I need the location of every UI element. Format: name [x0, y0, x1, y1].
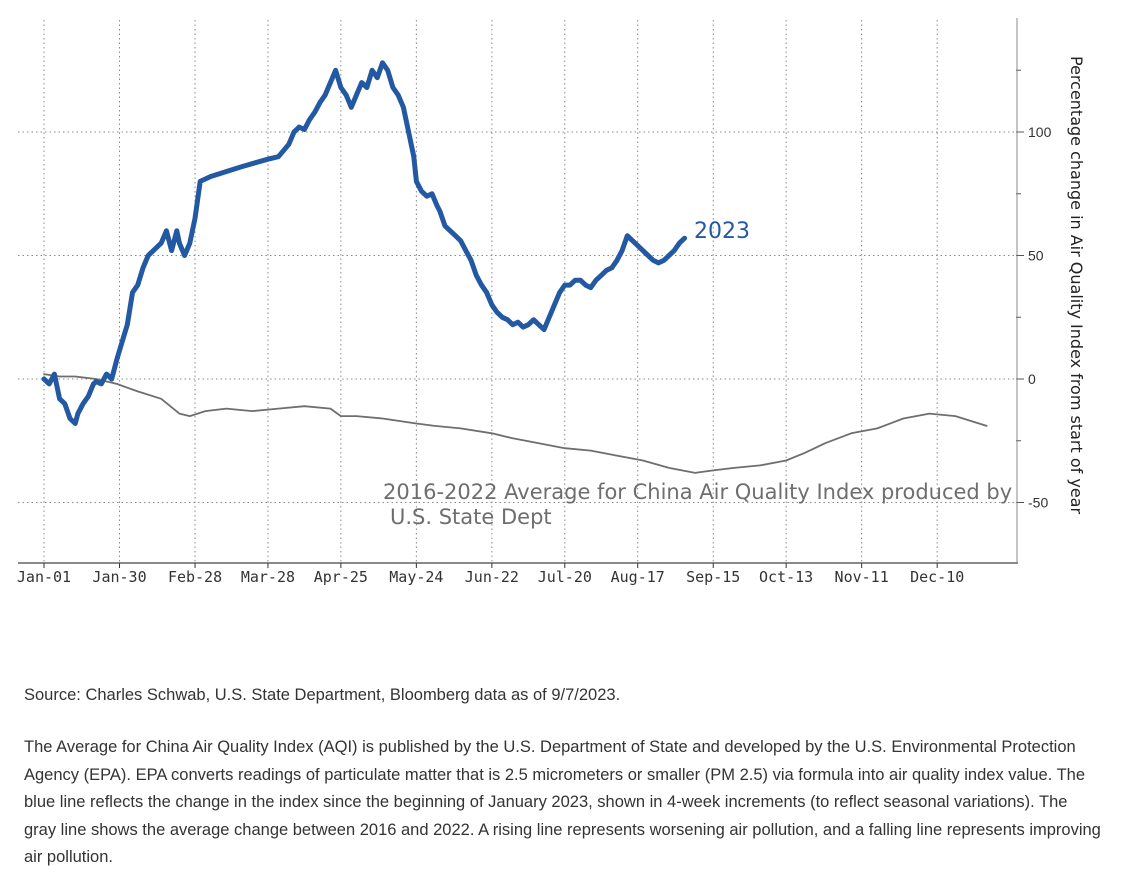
- x-tick-label: Sep-15: [686, 568, 740, 586]
- average-series: [43, 373, 988, 474]
- y-tick-label: 50: [1028, 248, 1044, 264]
- x-tick-label: Jul-20: [538, 568, 592, 586]
- series-label-average-line1: 2016-2022 Average for China Air Quality …: [383, 480, 1012, 504]
- x-tick-label: Feb-28: [168, 568, 222, 586]
- y-tick-label: 0: [1028, 371, 1036, 387]
- x-tick-label: Oct-13: [759, 568, 813, 586]
- x-tick-label: Mar-28: [241, 568, 295, 586]
- y-axis-label: Percentage change in Air Quality Index f…: [1067, 56, 1086, 514]
- y-tick-label: 100: [1028, 124, 1052, 140]
- x-tick-label: Jun-22: [465, 568, 519, 586]
- x-tick-label: May-24: [389, 568, 443, 586]
- x-tick-label: Jan-30: [92, 568, 146, 586]
- x-tick-label: Jan-01: [17, 568, 71, 586]
- y-tick-label: -50: [1028, 495, 1048, 511]
- x-tick-label: Nov-11: [835, 568, 889, 586]
- series-label-2023: 2023: [694, 219, 750, 244]
- description-caption: The Average for China Air Quality Index …: [24, 738, 1101, 866]
- x-tick-label: Aug-17: [611, 568, 665, 586]
- series-label-average-line2: U.S. State Dept: [390, 505, 552, 529]
- air-quality-chart: Jan-01 Jan-30 Feb-28 Mar-28 Apr-25 May-24 Jun-…: [17, 18, 1086, 586]
- grid: [18, 20, 1016, 563]
- line-2023: [41, 60, 688, 426]
- axes: Jan-01 Jan-30 Feb-28 Mar-28 Apr-25 May-24 Jun-…: [17, 18, 1052, 586]
- x-tick-label: Apr-25: [314, 568, 368, 586]
- source-caption: Source: Charles Schwab, U.S. State Depar…: [24, 686, 621, 704]
- x-tick-label: Dec-10: [910, 568, 964, 586]
- series-2023: [41, 60, 688, 426]
- average-line: [43, 373, 988, 474]
